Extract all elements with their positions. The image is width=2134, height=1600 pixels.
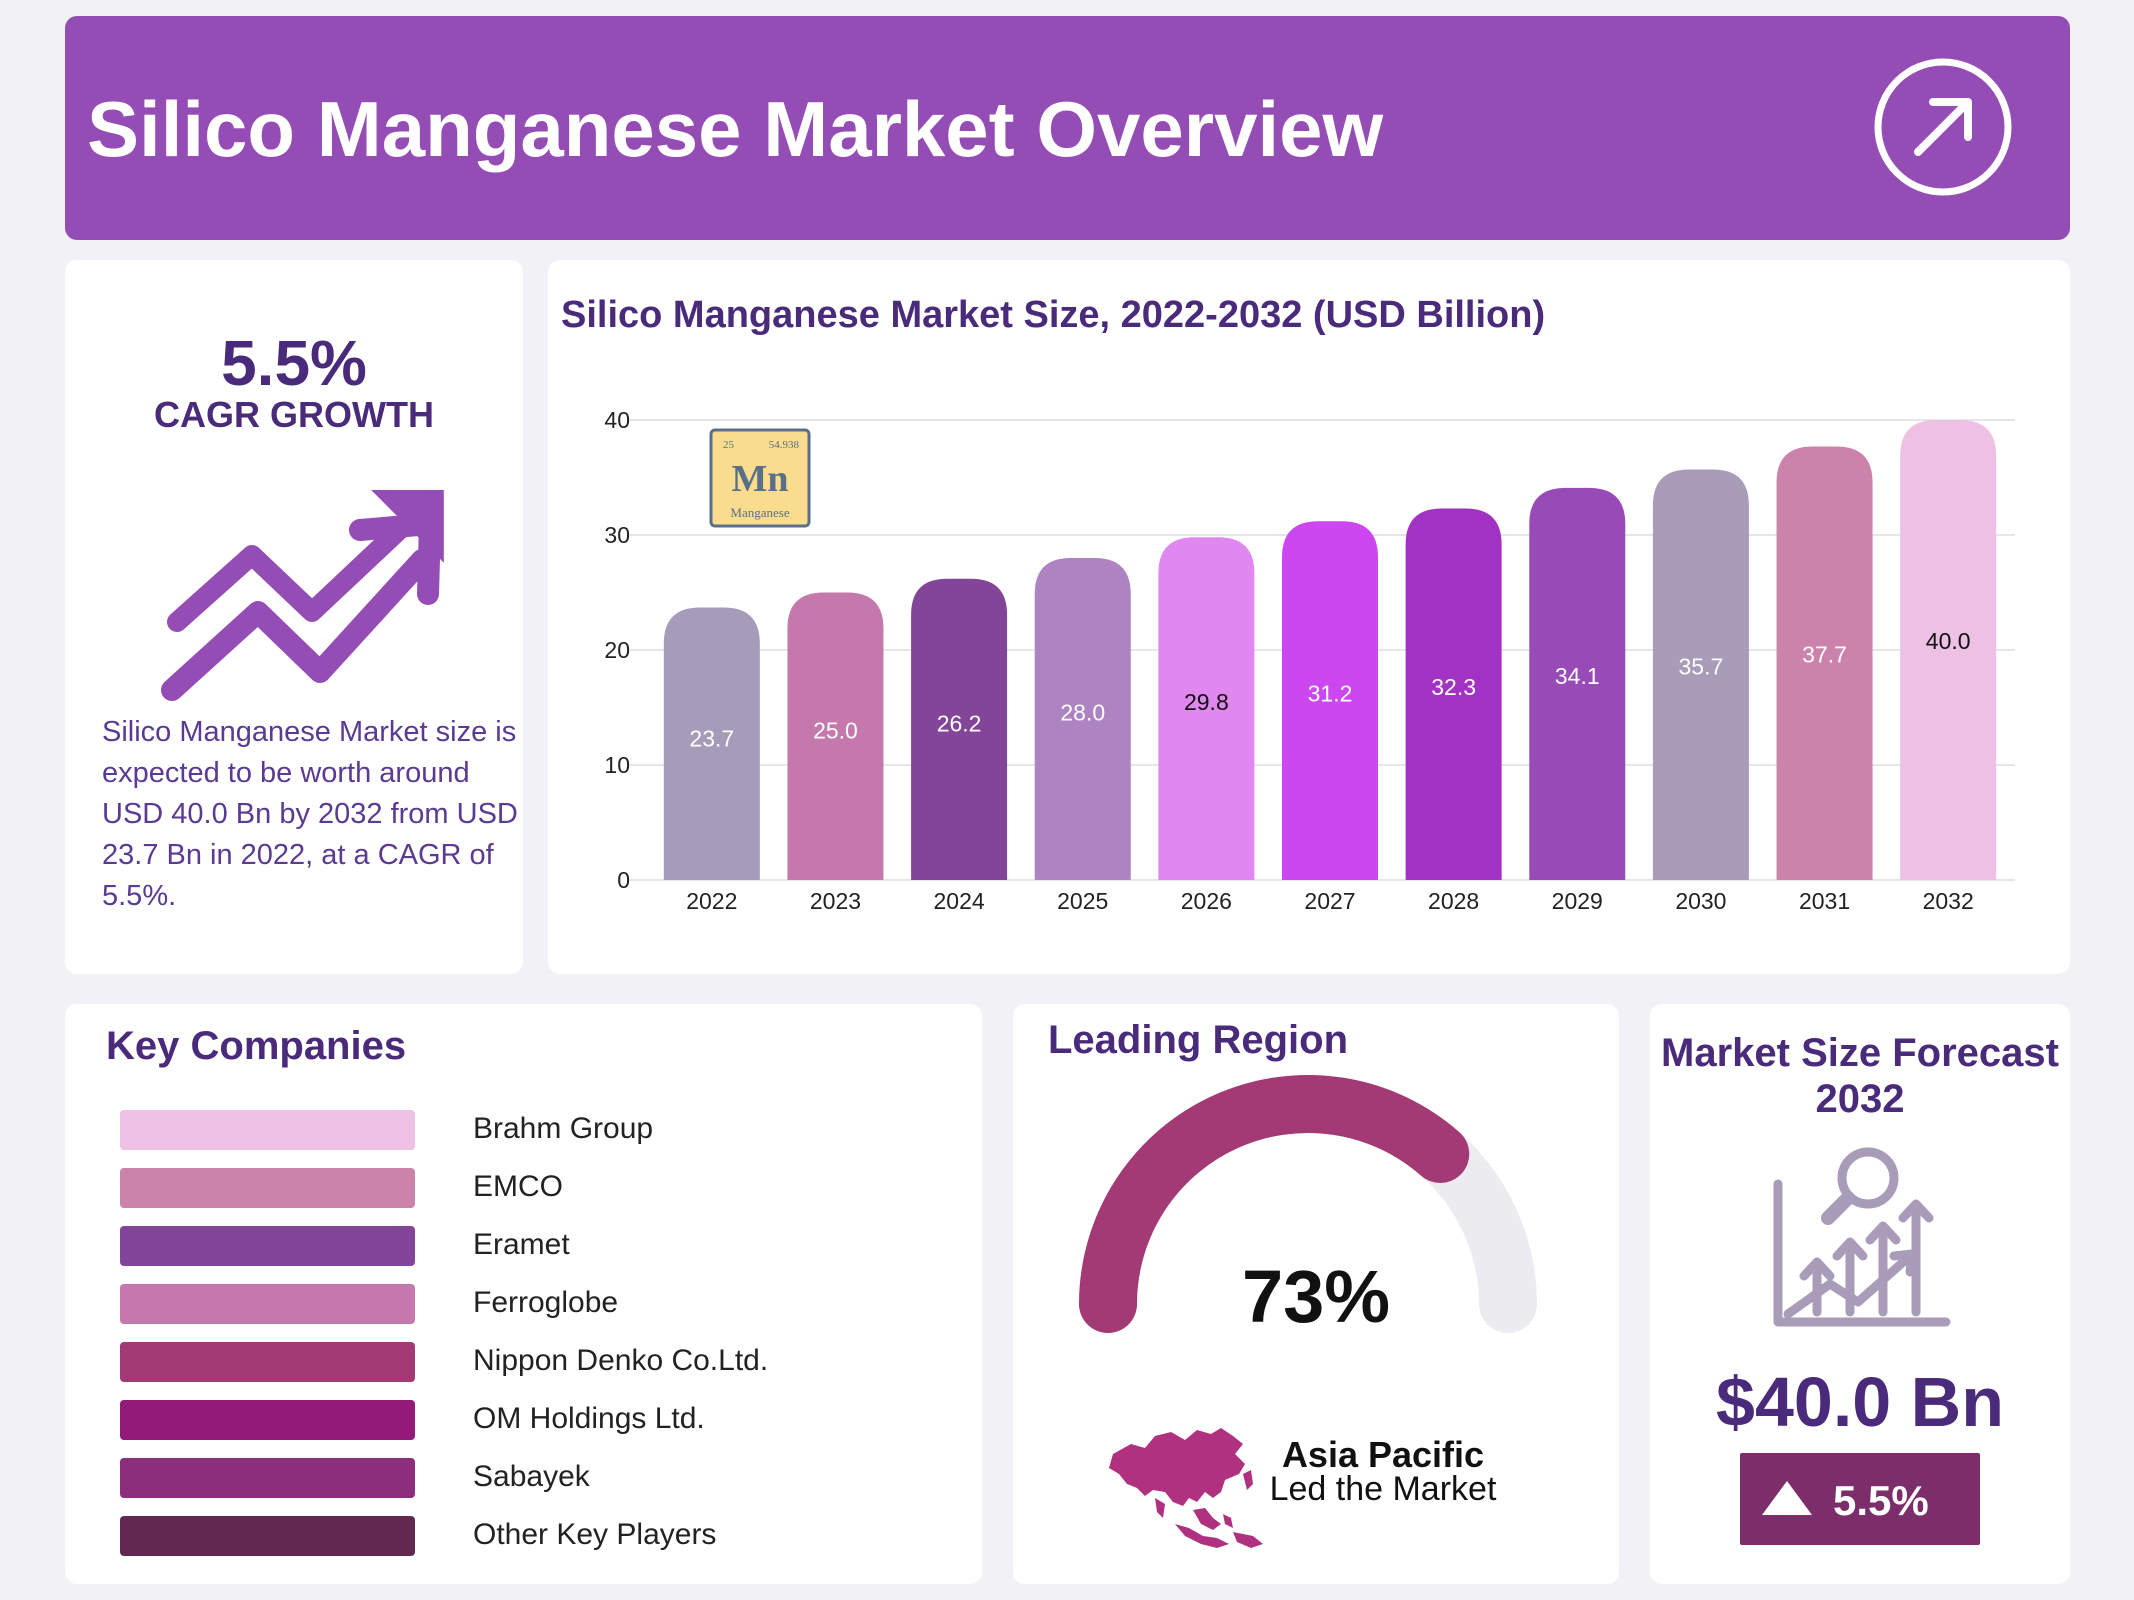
growth-analysis-icon [1773,1147,1951,1327]
trend-up-arrow-icon [161,490,444,701]
company-row: Eramet [120,1226,920,1266]
chart-title: Silico Manganese Market Size, 2022-2032 … [561,294,1546,336]
asia-pacific-map-icon [1109,1428,1263,1548]
forecast-value: $40.0 Bn [1716,1363,2004,1441]
company-name: Sabayek [473,1460,590,1493]
element-number: 25 [723,439,735,451]
x-tick-label: 2026 [1181,888,1232,914]
element-symbol: Mn [732,458,789,500]
y-tick-label: 30 [604,522,630,548]
company-row: Nippon Denko Co.Ltd. [120,1342,920,1382]
leading-region-card: Leading Region 73% Asia Pacific Led the … [1013,1004,1619,1584]
x-tick-label: 2024 [934,888,985,914]
company-name: OM Holdings Ltd. [473,1402,705,1435]
region-share-gauge [1079,1075,1537,1333]
bar-value-label: 31.2 [1308,680,1353,706]
arrow-up-right-circle-icon[interactable] [1873,57,2013,197]
region-title: Leading Region [1048,1018,1348,1062]
cagr-card: 5.5% CAGR GROWTH Silico Manganese Market… [65,260,523,974]
x-tick-label: 2027 [1304,888,1355,914]
bar-value-label: 28.0 [1060,700,1105,726]
x-tick-label: 2030 [1675,888,1726,914]
bar-value-label: 26.2 [937,710,982,736]
bar-value-label: 23.7 [689,725,734,751]
bar-2027 [1282,521,1378,880]
y-tick-label: 0 [617,867,630,893]
y-tick-label: 10 [604,752,630,778]
bar-2030 [1652,469,1749,880]
company-row: Brahm Group [120,1110,920,1150]
company-row: Sabayek [120,1458,920,1498]
element-name: Manganese [730,505,789,520]
growth-badge: 5.5% [1740,1453,1980,1545]
company-name: EMCO [473,1170,563,1203]
company-color-swatch [120,1226,415,1266]
bar-value-label: 25.0 [813,718,858,744]
x-tick-label: 2029 [1552,888,1603,914]
bar-2022 [663,607,760,880]
triangle-up-icon [1762,1481,1812,1515]
y-tick-label: 20 [604,637,630,663]
region-name: Asia Pacific [1281,1434,1485,1475]
companies-title: Key Companies [106,1024,407,1068]
bar-value-label: 37.7 [1802,642,1847,668]
cagr-label: CAGR GROWTH [154,394,434,435]
company-color-swatch [120,1110,415,1150]
key-companies-card: Key Companies Brahm Group EMCO Eramet Ferro… [65,1004,982,1584]
forecast-title: Market Size Forecast 2032 [1661,1031,2059,1121]
company-row: Ferroglobe [120,1284,920,1324]
bar-2024 [911,578,1008,880]
company-row: EMCO [120,1168,920,1208]
x-tick-label: 2025 [1057,888,1108,914]
page-title: Silico Manganese Market Overview [87,85,1384,173]
region-share-value: 73% [1241,1255,1391,1338]
cagr-value: 5.5% [221,327,367,399]
company-name: Nippon Denko Co.Ltd. [473,1344,769,1377]
bar-value-label: 29.8 [1184,689,1229,715]
market-size-chart-card: Silico Manganese Market Size, 2022-2032 … [548,260,2070,974]
x-tick-label: 2031 [1799,888,1850,914]
region-note: Led the Market [1269,1470,1497,1508]
bar-2032 [1900,420,1997,880]
bar-2028 [1405,508,1502,880]
bar-2025 [1034,558,1131,880]
bar-value-label: 32.3 [1431,674,1476,700]
bar-value-label: 40.0 [1926,628,1971,654]
company-color-swatch [120,1168,415,1208]
x-tick-label: 2028 [1428,888,1479,914]
company-name: Eramet [473,1228,570,1261]
x-tick-label: 2022 [686,888,737,914]
x-tick-label: 2023 [810,888,861,914]
company-color-swatch [120,1400,415,1440]
bar-2026 [1158,537,1255,880]
bar-2031 [1776,446,1873,880]
growth-badge-value: 5.5% [1833,1477,1929,1524]
company-name: Ferroglobe [473,1286,619,1319]
company-color-swatch [120,1516,415,1556]
bar-value-label: 34.1 [1555,663,1600,689]
manganese-element-tile: 25 54.938 Mn Manganese [709,428,811,528]
bar-value-label: 35.7 [1679,654,1724,680]
bar-2029 [1529,487,1626,880]
x-tick-label: 2032 [1923,888,1974,914]
company-row: OM Holdings Ltd. [120,1400,920,1440]
company-color-swatch [120,1458,415,1498]
element-mass: 54.938 [769,439,800,451]
gauge-fill [1079,1075,1470,1333]
bar-2023 [787,592,884,880]
company-color-swatch [120,1342,415,1382]
company-row: Other Key Players [120,1516,920,1556]
company-name: Other Key Players [473,1518,717,1551]
y-tick-label: 40 [604,407,630,433]
company-color-swatch [120,1284,415,1324]
company-name: Brahm Group [473,1112,654,1145]
market-forecast-card: Market Size Forecast 2032 $40.0 Bn 5.5% [1650,1004,2070,1584]
header-banner: Silico Manganese Market Overview [65,16,2070,240]
cagr-description: Silico Manganese Market size is expected… [102,716,518,912]
